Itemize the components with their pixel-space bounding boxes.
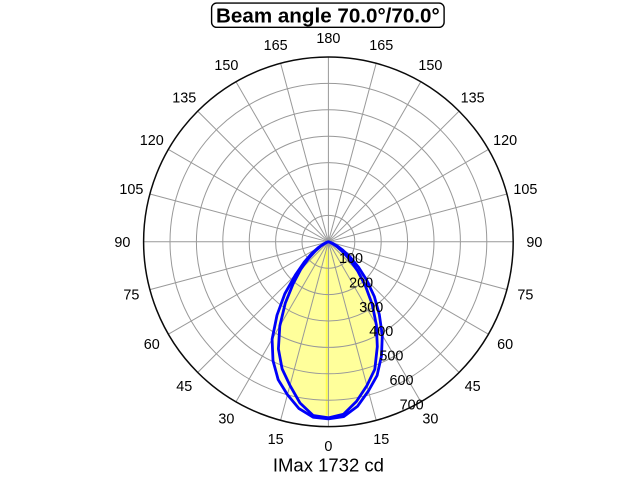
svg-text:60: 60 bbox=[144, 337, 160, 353]
svg-text:180: 180 bbox=[316, 31, 340, 47]
svg-text:45: 45 bbox=[465, 379, 481, 395]
svg-text:400: 400 bbox=[369, 324, 393, 340]
svg-text:105: 105 bbox=[513, 182, 537, 198]
svg-text:500: 500 bbox=[379, 349, 403, 365]
svg-text:135: 135 bbox=[461, 91, 485, 107]
svg-text:15: 15 bbox=[373, 432, 389, 448]
svg-text:90: 90 bbox=[526, 235, 542, 251]
svg-text:75: 75 bbox=[123, 288, 139, 304]
svg-text:30: 30 bbox=[422, 412, 438, 428]
svg-text:120: 120 bbox=[493, 133, 517, 149]
svg-text:135: 135 bbox=[172, 91, 196, 107]
svg-text:Beam angle 70.0°/70.0°: Beam angle 70.0°/70.0° bbox=[216, 5, 440, 28]
svg-text:300: 300 bbox=[359, 300, 383, 316]
svg-text:0: 0 bbox=[324, 439, 332, 455]
svg-text:30: 30 bbox=[218, 412, 234, 428]
svg-text:100: 100 bbox=[339, 251, 363, 267]
svg-text:700: 700 bbox=[400, 397, 424, 413]
svg-text:IMax 1732 cd: IMax 1732 cd bbox=[273, 455, 384, 476]
svg-text:200: 200 bbox=[349, 275, 373, 291]
svg-text:150: 150 bbox=[214, 58, 238, 74]
svg-text:60: 60 bbox=[497, 337, 513, 353]
svg-text:15: 15 bbox=[268, 432, 284, 448]
svg-text:165: 165 bbox=[264, 38, 288, 54]
svg-text:600: 600 bbox=[389, 373, 413, 389]
svg-text:165: 165 bbox=[369, 38, 393, 54]
svg-text:120: 120 bbox=[140, 133, 164, 149]
svg-text:150: 150 bbox=[418, 58, 442, 74]
svg-text:45: 45 bbox=[176, 379, 192, 395]
svg-text:105: 105 bbox=[119, 182, 143, 198]
svg-text:90: 90 bbox=[114, 235, 130, 251]
svg-text:75: 75 bbox=[517, 288, 533, 304]
